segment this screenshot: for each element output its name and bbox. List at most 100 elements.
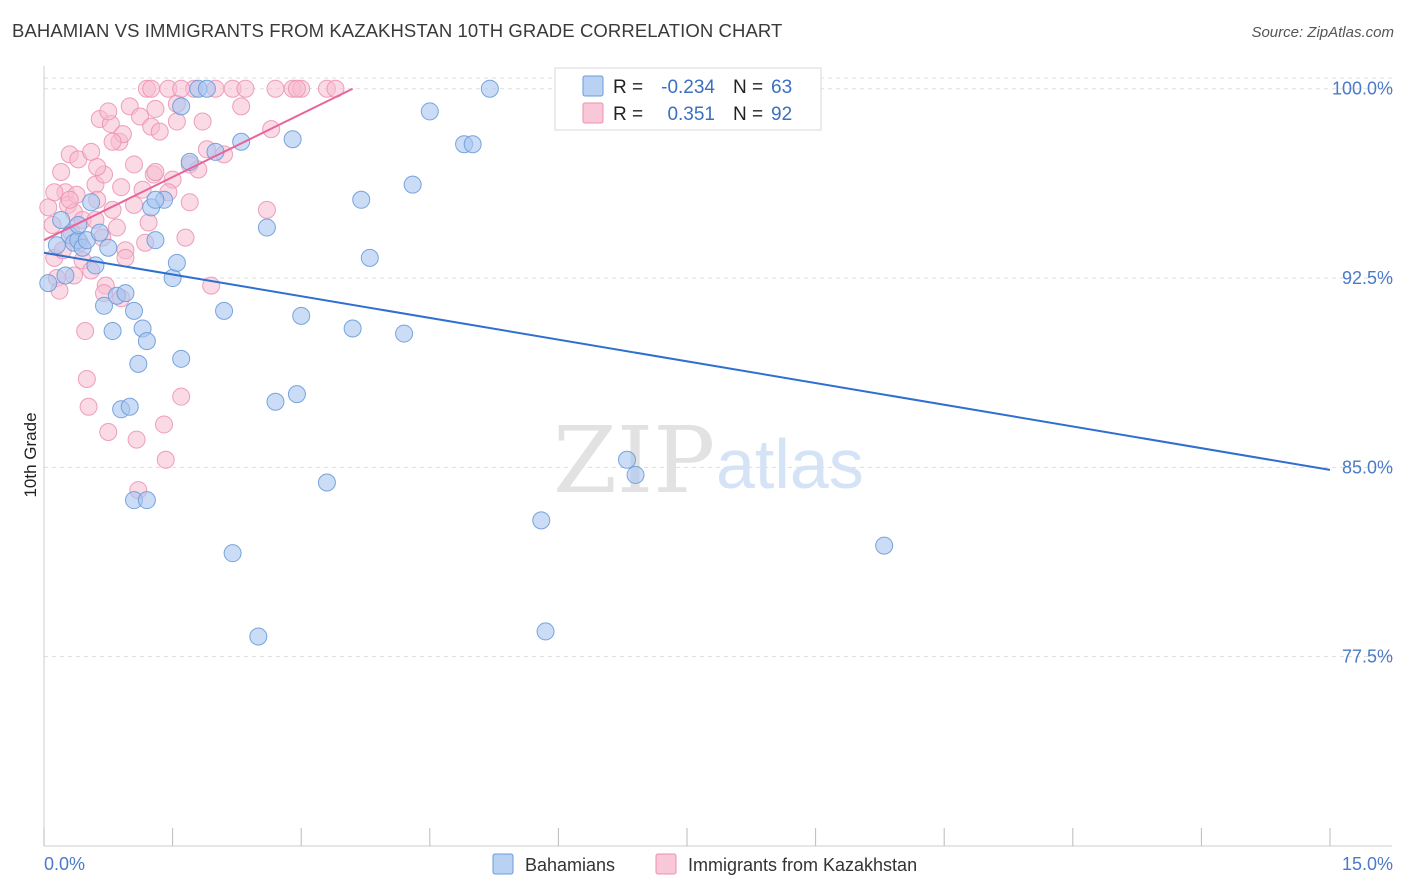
legend-swatch-bahamians — [492, 853, 514, 875]
stats-swatch-pink — [582, 102, 604, 124]
y-tick-label: 92.5% — [1342, 268, 1393, 288]
point-bahamians — [172, 97, 191, 116]
axes — [43, 66, 1392, 847]
point-bahamians — [223, 544, 242, 563]
point-bahamians — [266, 392, 285, 411]
point-bahamians — [167, 253, 186, 272]
point-bahamians — [626, 465, 645, 484]
point-bahamians — [163, 269, 182, 288]
point-bahamians — [532, 511, 551, 530]
point-bahamians — [875, 536, 894, 555]
point-bahamians — [206, 142, 225, 161]
point-bahamians — [137, 332, 156, 351]
point-kazakhstan — [131, 107, 150, 126]
point-bahamians — [103, 322, 122, 341]
point-bahamians — [617, 450, 636, 469]
stats-swatch-blue — [582, 75, 604, 97]
point-bahamians — [95, 296, 114, 315]
chart-title: BAHAMIAN VS IMMIGRANTS FROM KAZAKHSTAN 1… — [12, 20, 783, 41]
tick-labels: 100.0% 92.5% 85.0% 77.5% 0.0% 15.0% — [44, 79, 1393, 874]
point-kazakhstan — [257, 200, 276, 219]
point-kazakhstan — [167, 112, 186, 131]
x-tick-label: 15.0% — [1342, 854, 1393, 874]
legend-label-bahamians: Bahamians — [525, 855, 615, 875]
point-bahamians — [403, 175, 422, 194]
series-bahamians-points — [39, 79, 894, 646]
point-kazakhstan — [77, 370, 96, 389]
watermark: ZIP atlas — [553, 407, 864, 514]
stats-n-label-blue: N = — [733, 77, 763, 98]
legend-swatch-kazakhstan — [655, 853, 677, 875]
point-bahamians — [317, 473, 336, 492]
point-kazakhstan — [142, 79, 161, 98]
point-bahamians — [120, 397, 139, 416]
trendline-bahamians — [43, 251, 1331, 471]
point-bahamians — [536, 622, 555, 641]
stats-n-value-pink: 92 — [771, 104, 792, 125]
point-bahamians — [125, 301, 144, 320]
point-bahamians — [360, 248, 379, 267]
stats-r-label-blue: R = — [613, 77, 643, 98]
point-kazakhstan — [236, 79, 255, 98]
point-bahamians — [215, 301, 234, 320]
point-kazakhstan — [82, 142, 101, 161]
point-kazakhstan — [125, 155, 144, 174]
point-bahamians — [116, 284, 135, 303]
point-kazakhstan — [76, 322, 95, 341]
point-bahamians — [82, 193, 101, 212]
point-kazakhstan — [146, 163, 165, 182]
y-tick-label: 85.0% — [1342, 457, 1393, 477]
point-bahamians — [129, 354, 148, 373]
legend: Bahamians Immigrants from Kazakhstan — [492, 853, 917, 875]
point-bahamians — [146, 190, 165, 209]
point-bahamians — [257, 218, 276, 237]
point-kazakhstan — [107, 218, 126, 237]
point-kazakhstan — [139, 213, 158, 232]
trendline-kazakhstan — [43, 87, 354, 242]
point-bahamians — [249, 627, 268, 646]
point-kazakhstan — [88, 157, 107, 176]
point-bahamians — [420, 102, 439, 121]
y-tick-label: 77.5% — [1342, 647, 1393, 667]
point-kazakhstan — [180, 193, 199, 212]
watermark-atlas: atlas — [716, 425, 864, 503]
point-bahamians — [47, 236, 66, 255]
point-bahamians — [352, 190, 371, 209]
point-kazakhstan — [52, 163, 71, 182]
point-bahamians — [283, 130, 302, 149]
point-kazakhstan — [112, 178, 131, 197]
point-kazakhstan — [39, 198, 58, 217]
point-bahamians — [232, 132, 251, 151]
point-kazakhstan — [79, 397, 98, 416]
point-bahamians — [463, 135, 482, 154]
point-kazakhstan — [266, 79, 285, 98]
point-kazakhstan — [156, 450, 175, 469]
point-kazakhstan — [193, 112, 212, 131]
point-bahamians — [197, 79, 216, 98]
point-kazakhstan — [146, 99, 165, 118]
point-bahamians — [99, 238, 118, 257]
point-kazakhstan — [103, 132, 122, 151]
point-bahamians — [56, 266, 75, 285]
point-kazakhstan — [99, 102, 118, 121]
point-bahamians — [39, 274, 58, 293]
y-axis-label: 10th Grade — [21, 412, 40, 497]
point-bahamians — [69, 216, 88, 235]
point-kazakhstan — [60, 190, 79, 209]
point-bahamians — [292, 306, 311, 325]
point-kazakhstan — [172, 387, 191, 406]
point-kazakhstan — [287, 79, 306, 98]
point-bahamians — [480, 79, 499, 98]
stats-n-label-pink: N = — [733, 104, 763, 125]
y-tick-label: 100.0% — [1332, 79, 1393, 99]
point-kazakhstan — [150, 122, 169, 141]
stats-r-value-pink: 0.351 — [667, 104, 715, 125]
point-bahamians — [287, 385, 306, 404]
stats-box: R = -0.234 N = 63 R = 0.351 N = 92 — [554, 67, 822, 131]
point-kazakhstan — [127, 430, 146, 449]
point-bahamians — [172, 349, 191, 368]
point-bahamians — [146, 231, 165, 250]
legend-label-kazakhstan: Immigrants from Kazakhstan — [688, 855, 917, 875]
point-kazakhstan — [172, 79, 191, 98]
